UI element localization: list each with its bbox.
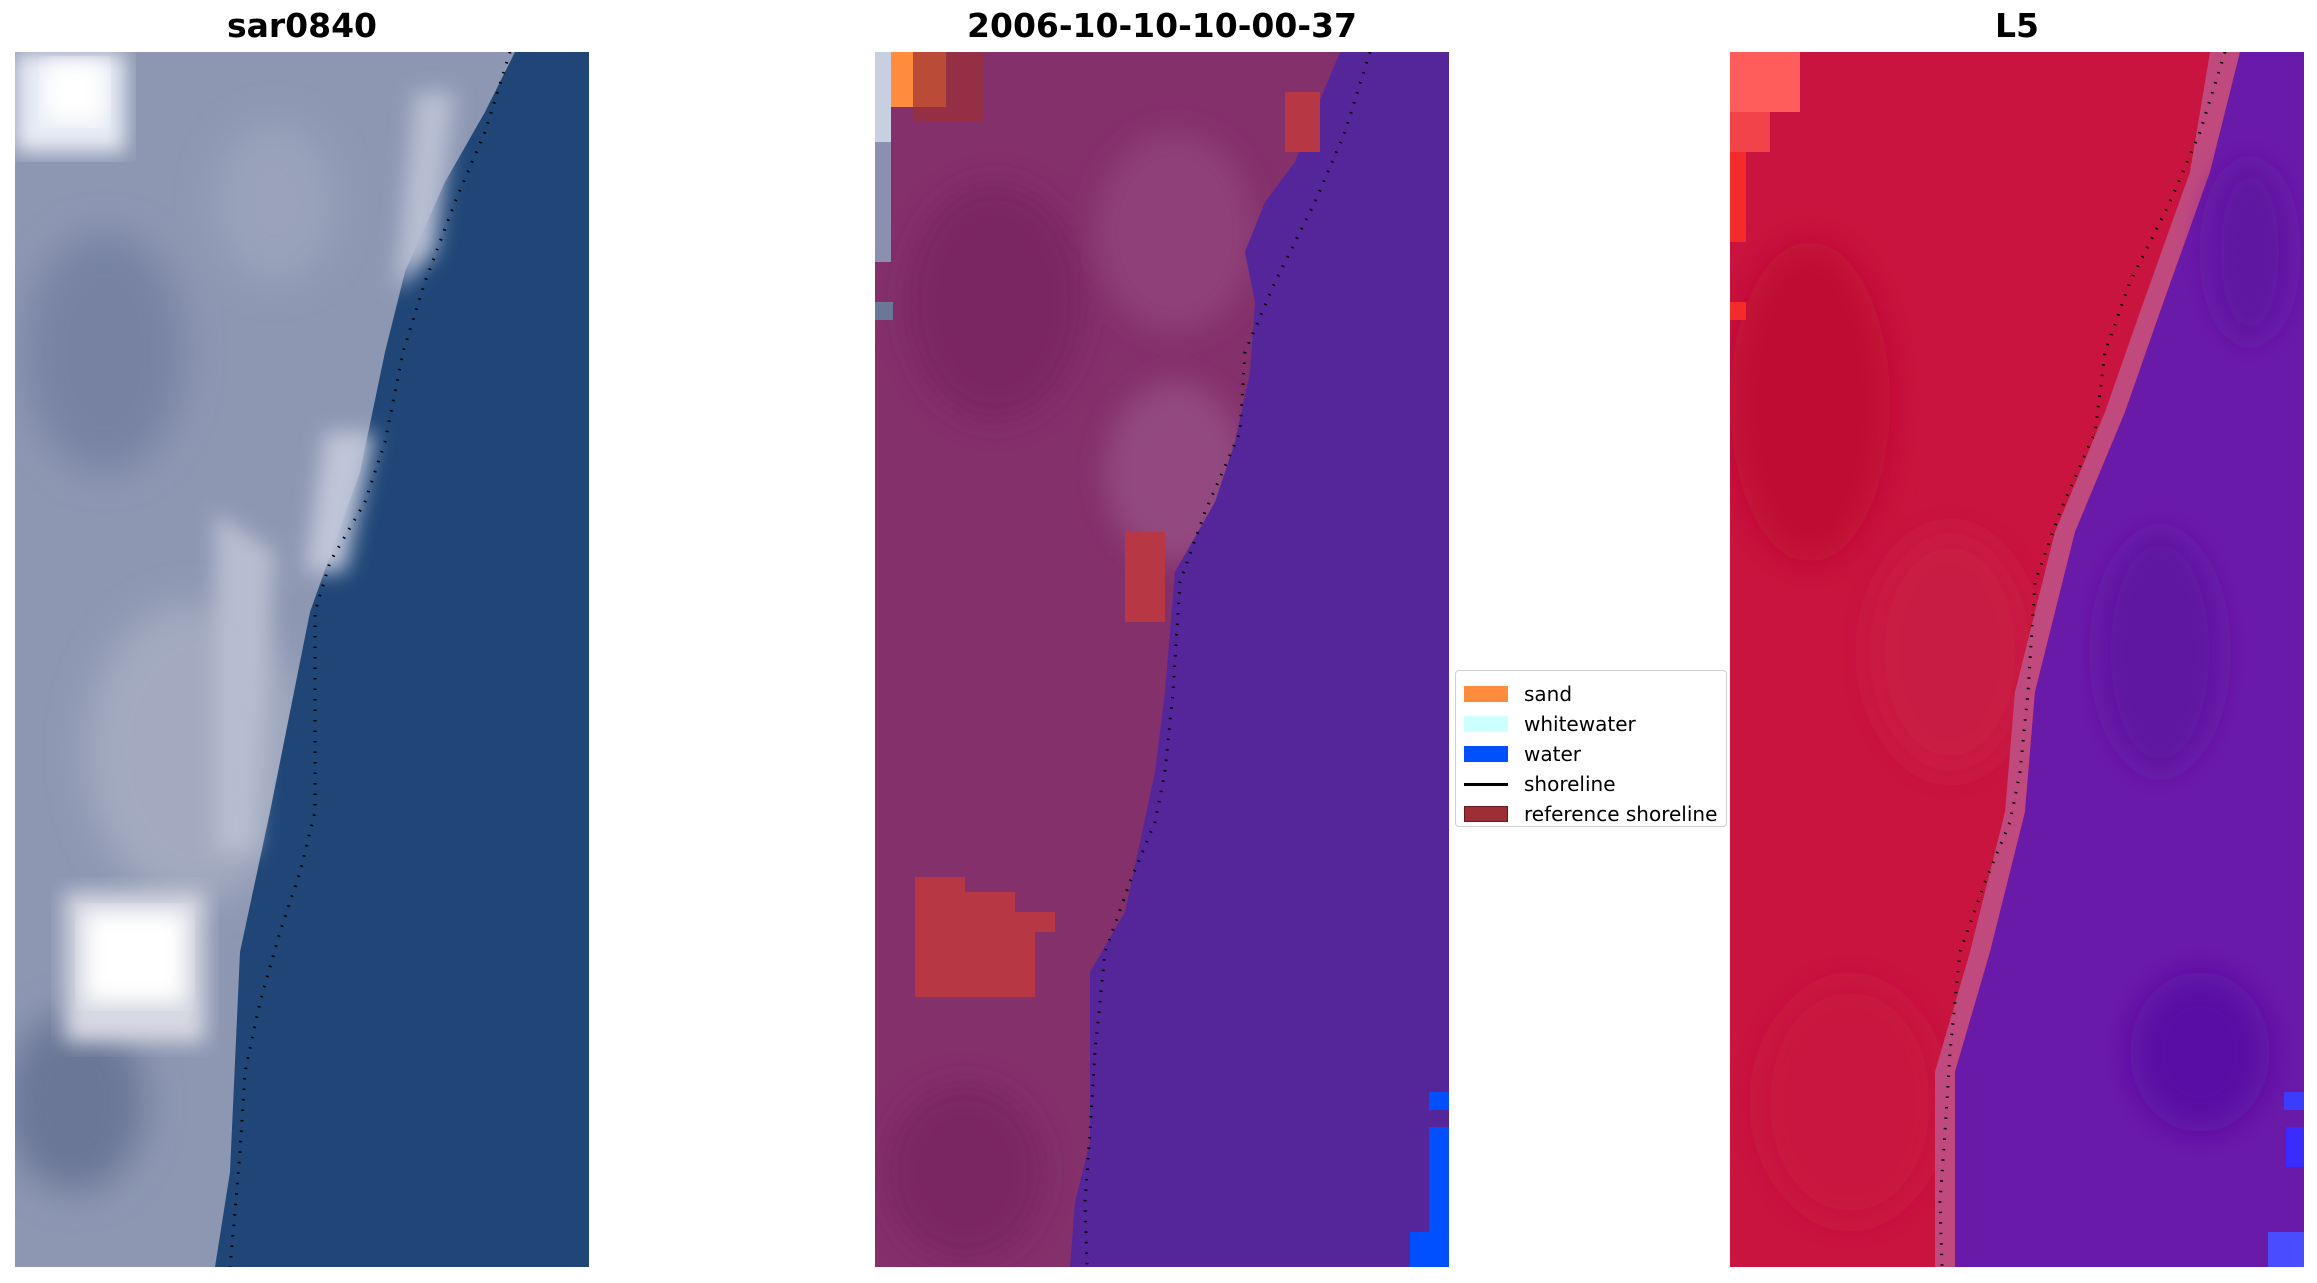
shoreline-rgb (228, 52, 512, 1267)
legend-label-shoreline: shoreline (1524, 772, 1616, 796)
legend-item-reference-shoreline: reference shoreline (1456, 799, 1726, 829)
whitewater-swatch (1464, 716, 1508, 732)
legend-item-shoreline: shoreline (1456, 769, 1726, 799)
sand-swatch (1464, 686, 1508, 702)
water-swatch (1464, 746, 1508, 762)
legend: sand whitewater water shoreline referenc… (1455, 670, 1727, 827)
shoreline-line-icon (1464, 782, 1508, 786)
rgb-image-panel (15, 52, 589, 1267)
legend-item-water: water (1456, 739, 1726, 769)
panel-title-rgb: sar0840 (226, 6, 378, 45)
legend-label-whitewater: whitewater (1524, 712, 1636, 736)
panel-title-classified: 2006-10-10-10-00-37 (967, 6, 1357, 45)
legend-label-sand: sand (1524, 682, 1573, 706)
panel-title-l5: L5 (1995, 6, 2039, 45)
legend-item-whitewater: whitewater (1456, 709, 1726, 739)
l5-image-panel (1730, 52, 2304, 1267)
legend-label-water: water (1524, 742, 1581, 766)
legend-item-sand: sand (1456, 679, 1726, 709)
reference-shoreline-swatch (1464, 806, 1508, 822)
classified-image-panel (875, 52, 1449, 1267)
legend-label-reference-shoreline: reference shoreline (1524, 802, 1718, 826)
